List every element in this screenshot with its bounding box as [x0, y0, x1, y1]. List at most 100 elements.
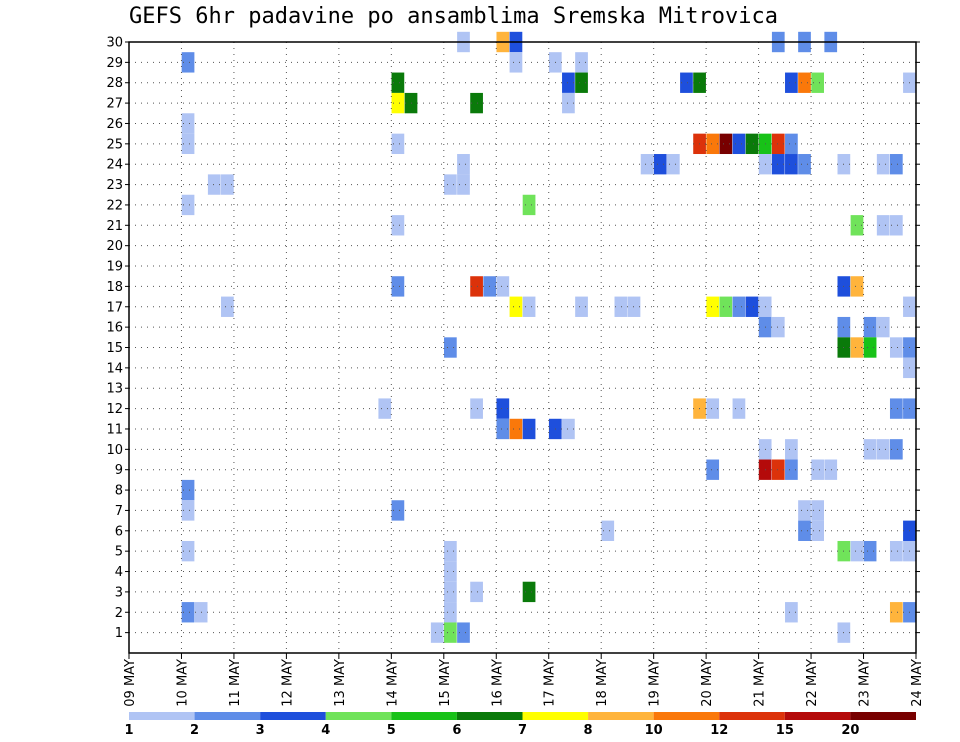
heatmap-cell — [706, 459, 720, 480]
legend-swatch — [129, 712, 195, 720]
heatmap-cell — [732, 133, 746, 155]
legend-swatch — [653, 712, 720, 720]
y-tick-label: 22 — [106, 198, 123, 213]
heatmap-cell — [470, 92, 483, 114]
heatmap-cell — [863, 439, 877, 460]
x-tick-label: 14 MAY — [385, 659, 400, 707]
heatmap-cell — [771, 133, 785, 155]
y-tick-label: 25 — [106, 137, 123, 152]
color-legend: 1 2 3 4 5 6 7 8 10 12 15 20 — [124, 712, 916, 738]
heatmap-cell — [470, 581, 483, 603]
heatmap-cell — [706, 296, 720, 317]
heatmap-cell — [430, 622, 444, 643]
y-tick-label: 12 — [106, 402, 123, 417]
heatmap-cell — [444, 561, 457, 582]
heatmap-cell — [522, 194, 536, 216]
y-tick-label: 16 — [106, 321, 123, 336]
heatmap-cell — [391, 133, 405, 155]
legend-label: 10 — [645, 723, 663, 738]
x-tick-label: 16 MAY — [490, 659, 505, 707]
legend-label: 7 — [518, 723, 527, 738]
heatmap-cell — [207, 174, 221, 195]
heatmap-cell — [850, 215, 864, 236]
heatmap-cell — [444, 337, 457, 358]
heatmap-cell — [391, 72, 405, 93]
heatmap-cell — [640, 154, 654, 175]
heatmap-cell — [221, 296, 234, 317]
y-tick-label: 14 — [106, 361, 123, 376]
heatmap-cell — [771, 316, 785, 338]
heatmap-cell — [863, 337, 877, 358]
heatmap-cell — [850, 276, 864, 297]
heatmap-cell — [876, 439, 890, 460]
y-tick-label: 21 — [106, 219, 123, 234]
y-tick-label: 7 — [115, 504, 123, 519]
heatmap-cell — [811, 500, 824, 521]
heatmap-cell — [889, 215, 903, 236]
y-tick-label: 15 — [106, 341, 123, 356]
heatmap-cell — [719, 296, 733, 317]
heatmap-cell — [745, 296, 759, 317]
heatmap-cell — [824, 459, 838, 480]
y-tick-label: 28 — [106, 76, 123, 91]
heatmap-cell — [889, 540, 903, 562]
heatmap-cell — [496, 398, 510, 419]
heatmap-cell — [181, 52, 195, 73]
heatmap-cell — [680, 72, 693, 93]
legend-label: 12 — [710, 723, 728, 738]
y-tick-label: 17 — [106, 300, 123, 315]
y-tick-label: 30 — [106, 36, 123, 51]
heatmap-cell — [785, 459, 798, 480]
y-tick-label: 2 — [115, 606, 123, 621]
legend-label: 4 — [321, 723, 330, 738]
legend-swatch — [522, 712, 589, 720]
heatmap-cell — [391, 92, 405, 114]
heatmap-cell — [457, 174, 470, 195]
heatmap-cell — [732, 398, 746, 419]
heatmap-cell — [653, 154, 667, 175]
heatmap-cell — [785, 72, 798, 93]
heatmap-cell — [509, 418, 523, 440]
y-tick-label: 23 — [106, 178, 123, 193]
heatmap-cell — [850, 337, 864, 358]
legend-swatch — [456, 712, 523, 720]
heatmap-cell — [706, 133, 720, 155]
legend-label: 5 — [387, 723, 396, 738]
x-tick-label: 12 MAY — [280, 659, 295, 707]
heatmap-cell — [876, 215, 890, 236]
heatmap-cell — [850, 540, 864, 562]
x-tick-label: 09 MAY — [123, 659, 138, 707]
legend-swatch — [194, 712, 261, 720]
plot-frame — [128, 41, 917, 654]
heatmap-cell — [457, 622, 470, 643]
dotted-grid — [129, 42, 916, 653]
heatmap-cell — [181, 133, 195, 155]
heatmap-cell — [876, 154, 890, 175]
x-tick-label: 20 MAY — [700, 659, 715, 707]
y-tick-label: 10 — [106, 443, 123, 458]
heatmap-cell — [863, 316, 877, 338]
heatmap-cell — [181, 540, 195, 562]
heatmap-cell — [745, 133, 759, 155]
y-tick-label: 8 — [115, 484, 123, 499]
heatmap-cell — [562, 92, 575, 114]
y-tick-label: 29 — [106, 56, 123, 71]
heatmap-cell — [771, 154, 785, 175]
y-tick-label: 20 — [106, 239, 123, 254]
x-tick-label: 21 MAY — [753, 659, 768, 707]
x-tick-label: 11 MAY — [228, 659, 243, 707]
heatmap-cell — [889, 154, 903, 175]
heatmap-cell — [444, 581, 457, 603]
heatmap-cell — [470, 276, 483, 297]
legend-swatch — [260, 712, 326, 720]
heatmap-cell — [509, 296, 523, 317]
legend-swatch — [325, 712, 392, 720]
legend-label: 8 — [584, 723, 593, 738]
heatmap-cell — [496, 418, 510, 440]
heatmap-cell — [391, 215, 405, 236]
heatmap-cell — [391, 500, 405, 521]
y-tick-label: 5 — [115, 545, 123, 560]
x-axis: 09 MAY 10 MAY 11 MAY 12 MAY 13 MAY 14 MAY 15 M… — [123, 653, 925, 707]
heatmap-cell — [181, 602, 195, 623]
